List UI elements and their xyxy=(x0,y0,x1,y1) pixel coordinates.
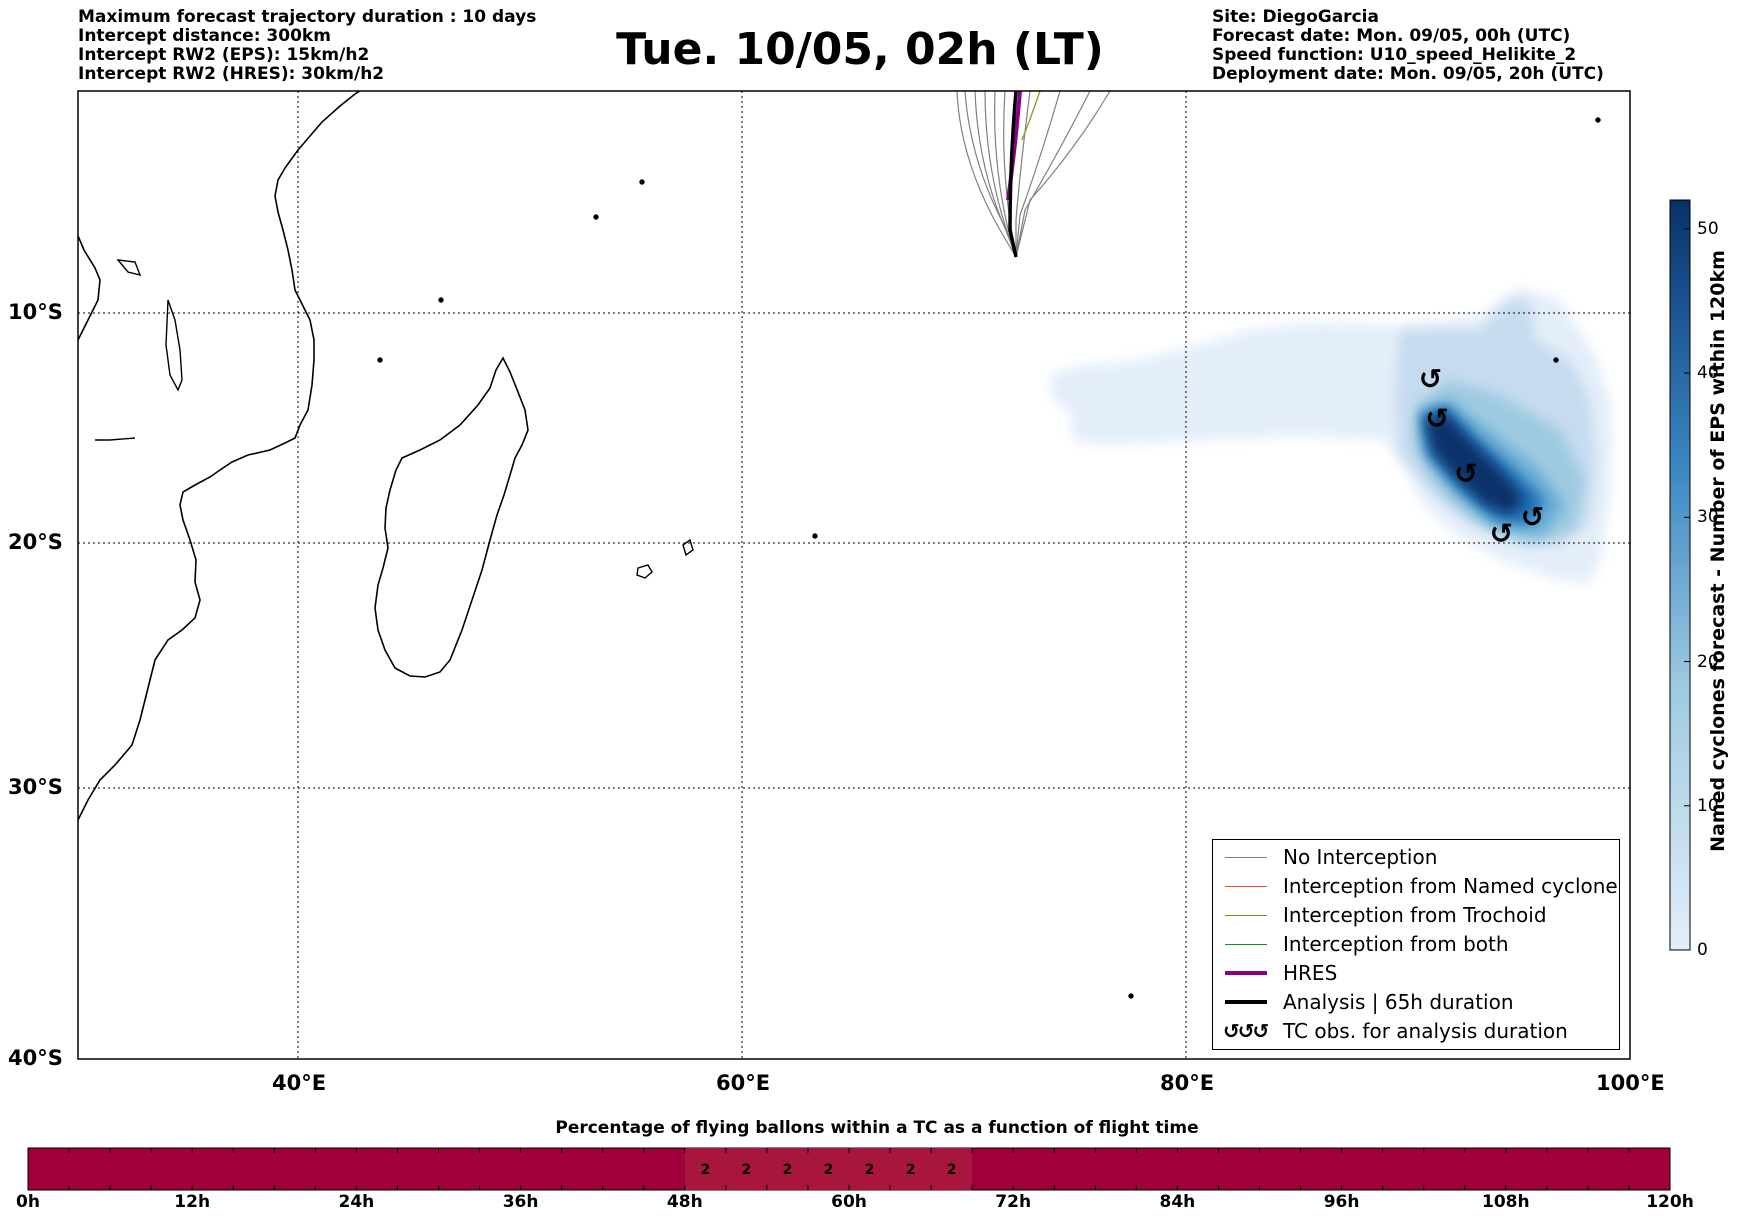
timeline-title: Percentage of flying ballons within a TC… xyxy=(555,1118,1199,1138)
timeline-value: 2 xyxy=(906,1162,916,1178)
timeline-tick-label: 108h xyxy=(1482,1192,1530,1212)
timeline-value: 2 xyxy=(700,1162,710,1178)
timeline-tick-label: 36h xyxy=(502,1192,539,1212)
timeline-value: 2 xyxy=(947,1162,957,1178)
lat-label: 30°S xyxy=(8,775,63,799)
timeline-tick-label: 96h xyxy=(1323,1192,1360,1212)
lat-label: 20°S xyxy=(8,530,63,554)
timeline-values: 2 2 2 2 2 2 2 xyxy=(700,1162,956,1178)
map-frame xyxy=(77,90,1631,1060)
cyclone-obs-icon: ↺ xyxy=(1490,517,1513,550)
trochoid-trajectory xyxy=(1021,91,1041,141)
legend-line-swatch xyxy=(1225,971,1267,975)
lat-label: 10°S xyxy=(8,300,63,324)
timeline-tick-label: 48h xyxy=(666,1192,703,1212)
cyclone-obs-icon: ↺ xyxy=(1419,363,1442,396)
legend-label: TC obs. for analysis duration xyxy=(1283,1019,1568,1043)
africa-coastline xyxy=(78,91,361,821)
timeline-tick-label: 84h xyxy=(1159,1192,1196,1212)
colorbar-tick-label: 0 xyxy=(1697,940,1708,960)
colorbar-tick-label: 40 xyxy=(1697,363,1719,384)
legend-line-swatch xyxy=(1225,1000,1267,1004)
timeline-value: 2 xyxy=(865,1162,875,1178)
eps-trajectories xyxy=(956,91,1111,258)
lon-label: 100°E xyxy=(1596,1071,1665,1095)
lat-label: 40°S xyxy=(8,1046,63,1070)
legend-line-swatch xyxy=(1225,857,1267,858)
info-line: Speed function: U10_speed_Helikite_2 xyxy=(1212,45,1577,65)
analysis-trajectory xyxy=(1008,91,1018,258)
lon-label: 40°E xyxy=(272,1071,327,1095)
legend-label: No Interception xyxy=(1283,845,1438,869)
colorbar-tick-label: 10 xyxy=(1697,795,1719,816)
timeline-tick-label: 12h xyxy=(174,1192,211,1212)
info-line: Intercept RW2 (HRES): 30km/h2 xyxy=(78,64,385,84)
info-line: Site: DiegoGarcia xyxy=(1212,7,1379,27)
madagascar-outline xyxy=(374,356,529,678)
timeline-value: 2 xyxy=(783,1162,793,1178)
cyclone-obs-icon: ↺ xyxy=(1425,402,1448,435)
lon-label: 80°E xyxy=(1160,1071,1215,1095)
tc-observations: ↺↺↺↺ ↺ xyxy=(1419,363,1544,550)
map-title: Tue. 10/05, 02h (LT) xyxy=(616,24,1104,75)
timeline-highlight xyxy=(685,1148,972,1190)
timeline-value: 2 xyxy=(742,1162,752,1178)
cyclone-density-field xyxy=(1050,288,1612,583)
colorbar-label: Named cyclones forecast - Number of EPS … xyxy=(1707,250,1729,852)
header-right-info: Site: DiegoGarcia Forecast date: Mon. 09… xyxy=(1212,8,1604,84)
cyclone-obs-icon: ↺ xyxy=(1454,457,1477,490)
legend: No Interception Interception from Named … xyxy=(1212,839,1620,1050)
timeline-tick-label: 60h xyxy=(831,1192,867,1212)
cyclone-symbol-icon: ↺↺↺ xyxy=(1223,1019,1269,1043)
map-gridlines xyxy=(78,91,1630,1059)
timeline-minor-ticks xyxy=(68,1148,1630,1190)
info-line: Deployment date: Mon. 09/05, 20h (UTC) xyxy=(1212,64,1604,84)
colorbar-ticks xyxy=(1684,228,1690,951)
header-left-info: Maximum forecast trajectory duration : 1… xyxy=(78,8,536,84)
cyclone-obs-icon: ↺ xyxy=(1521,501,1544,534)
colorbar-tick-label: 20 xyxy=(1697,651,1719,672)
legend-label: Interception from Trochoid xyxy=(1283,903,1547,927)
timeline-tick-label: 24h xyxy=(338,1192,375,1212)
legend-line-swatch xyxy=(1225,915,1267,916)
legend-label: HRES xyxy=(1283,961,1338,985)
timeline-tick-label: 72h xyxy=(995,1192,1032,1212)
colorbar-tick-label: 50 xyxy=(1697,218,1719,239)
timeline-value: 2 xyxy=(824,1162,834,1178)
legend-label: Interception from both xyxy=(1283,932,1509,956)
info-line: Forecast date: Mon. 09/05, 00h (UTC) xyxy=(1212,26,1571,46)
colorbar-tick-label: 30 xyxy=(1697,507,1719,528)
lon-label: 60°E xyxy=(716,1071,771,1095)
density-level-6 xyxy=(1425,412,1525,515)
small-islands xyxy=(95,117,1601,999)
timeline-tick-label: 120h xyxy=(1646,1192,1694,1212)
info-line: Maximum forecast trajectory duration : 1… xyxy=(78,7,537,27)
legend-line-swatch xyxy=(1225,944,1267,945)
info-line: Intercept RW2 (EPS): 15km/h2 xyxy=(78,45,370,65)
colorbar-gradient xyxy=(1669,199,1691,951)
legend-line-swatch xyxy=(1225,886,1267,887)
info-line: Intercept distance: 300km xyxy=(78,26,331,46)
legend-label: Analysis | 65h duration xyxy=(1283,990,1514,1014)
timeline-tick-label: 0h xyxy=(16,1192,40,1212)
legend-label: Interception from Named cyclone xyxy=(1283,874,1618,898)
